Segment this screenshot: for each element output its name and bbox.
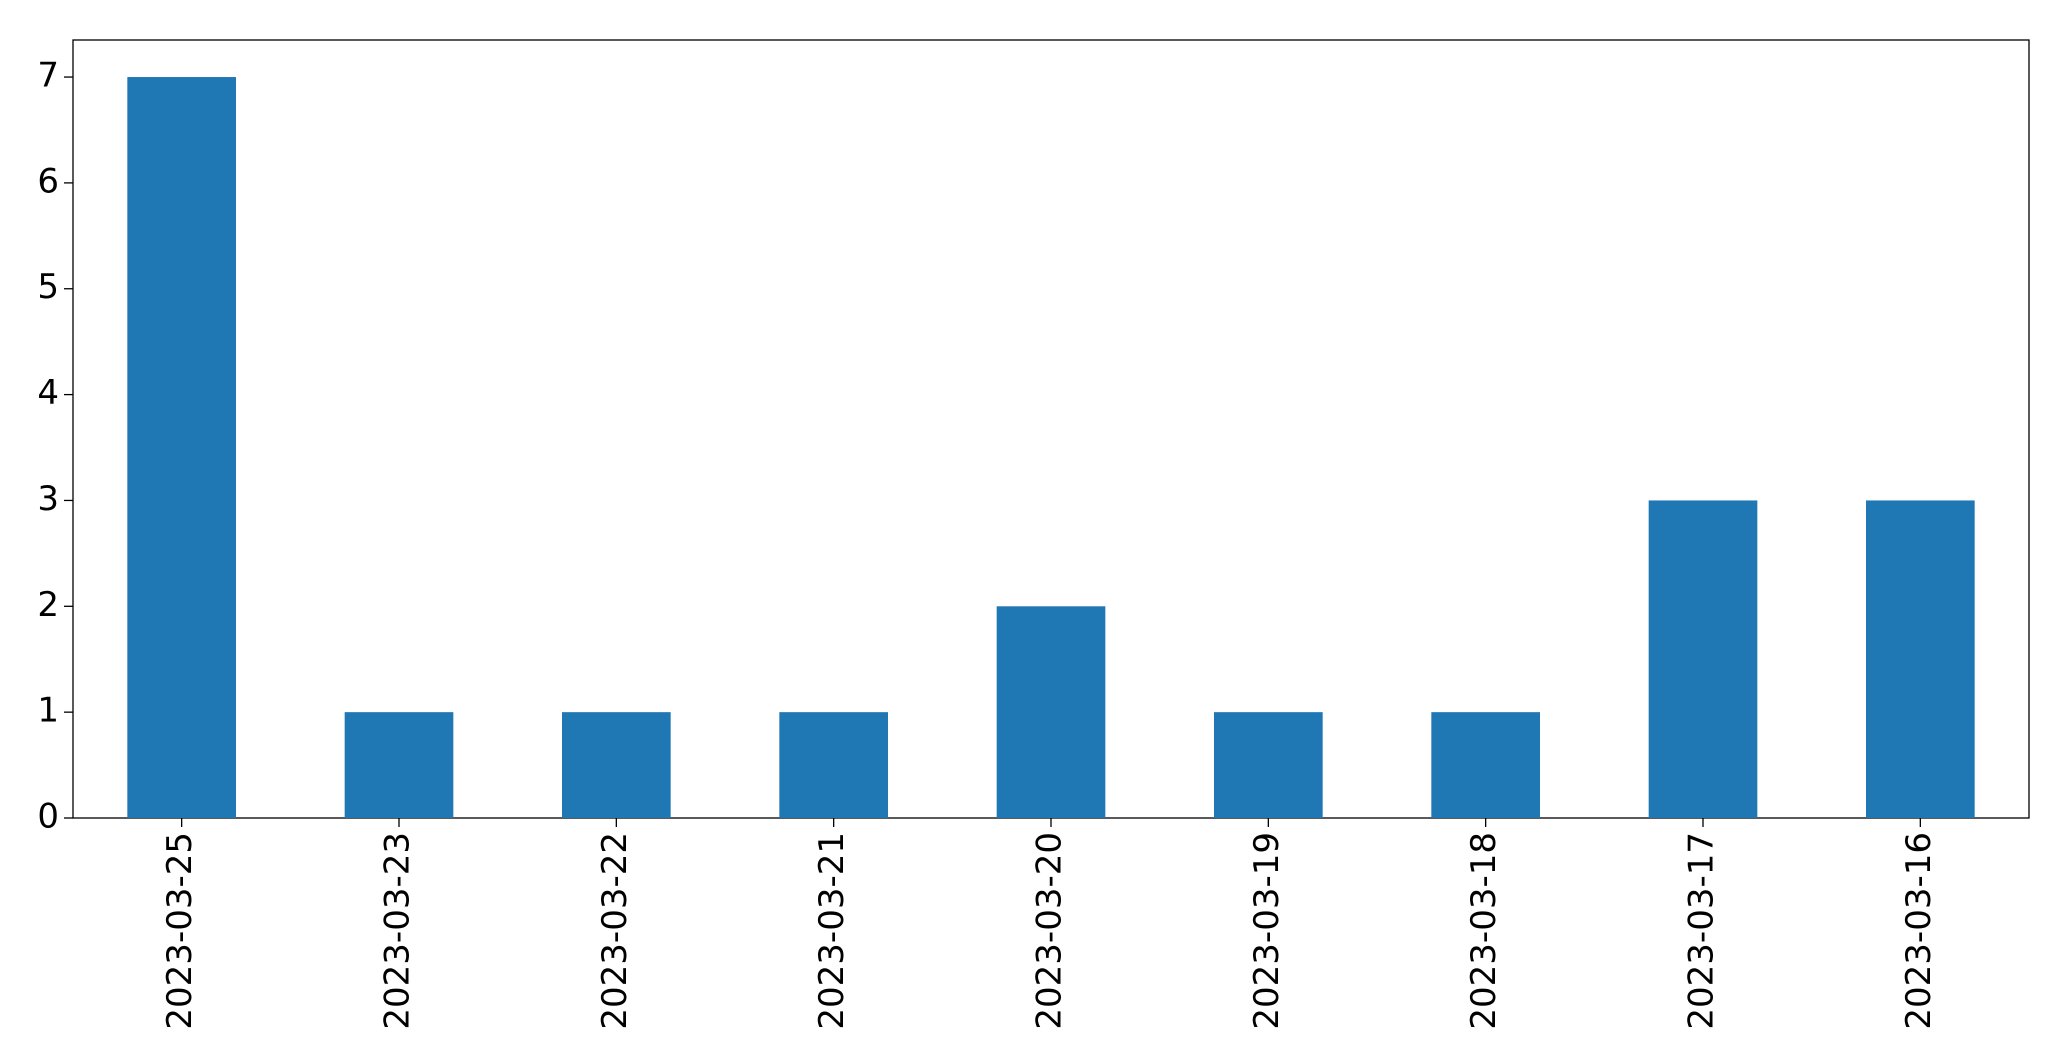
y-tick-label: 0 — [37, 797, 59, 837]
bar — [996, 606, 1106, 818]
y-tick-label: 2 — [37, 585, 59, 625]
bar — [344, 712, 454, 818]
x-tick-label: 2023-03-23 — [378, 832, 418, 1030]
bar — [562, 712, 671, 818]
y-tick-label: 3 — [37, 479, 59, 519]
bar — [1648, 500, 1758, 818]
bar — [1866, 500, 1975, 818]
bar — [1214, 712, 1323, 818]
x-tick-label: 2023-03-22 — [595, 832, 635, 1030]
x-tick-label: 2023-03-20 — [1030, 832, 1070, 1030]
x-tick-label: 2023-03-21 — [812, 832, 852, 1030]
y-tick-label: 5 — [37, 267, 59, 307]
x-tick-label: 2023-03-16 — [1899, 832, 1939, 1030]
x-tick-label: 2023-03-17 — [1682, 832, 1722, 1030]
y-tick-label: 6 — [37, 161, 59, 201]
y-tick-label: 7 — [37, 56, 59, 96]
bar — [779, 712, 888, 818]
y-tick-label: 4 — [37, 373, 59, 413]
bar — [127, 77, 236, 819]
x-tick-label: 2023-03-18 — [1464, 832, 1504, 1030]
x-tick-label: 2023-03-25 — [160, 832, 200, 1030]
y-tick-label: 1 — [37, 691, 59, 731]
bar — [1431, 712, 1540, 818]
x-tick-label: 2023-03-19 — [1247, 832, 1287, 1030]
